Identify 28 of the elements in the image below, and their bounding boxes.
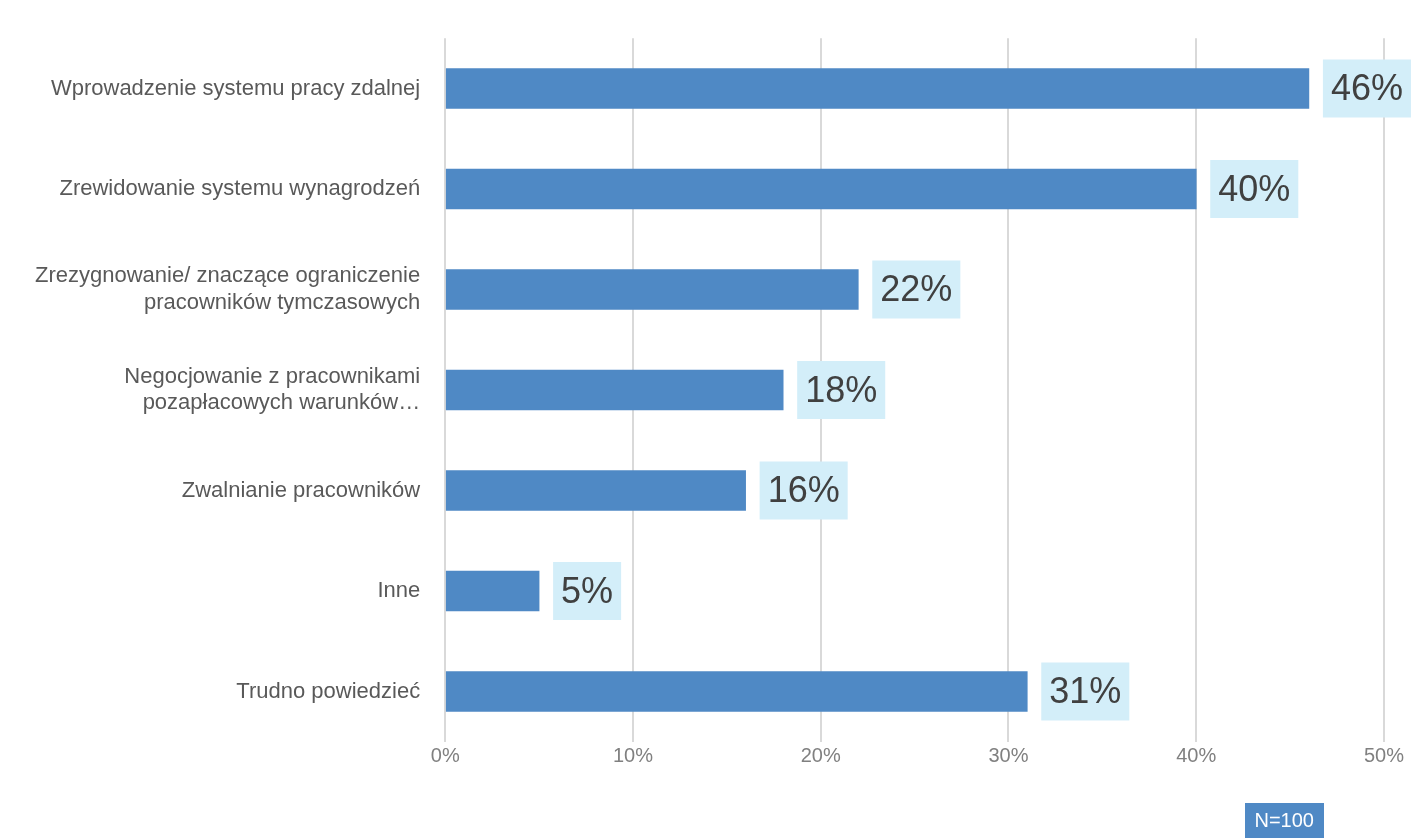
y-tick-label: Inne bbox=[377, 577, 421, 603]
text: N=100 bbox=[1244, 803, 1324, 838]
bar bbox=[445, 269, 859, 310]
bar bbox=[445, 671, 1028, 712]
y-tick-label: Zrezygnowanie/ znaczące ograniczenie pracowników tymczasowych bbox=[35, 262, 421, 314]
y-tick-label: Negocjowanie z pracownikami pozapłacowych warunków… bbox=[124, 362, 421, 415]
y-tick-label: Zwalnianie pracowników bbox=[181, 476, 421, 502]
bar bbox=[445, 68, 1310, 109]
data-label: 31% bbox=[1049, 670, 1122, 712]
bar bbox=[445, 470, 746, 511]
y-tick-label: Wprowadzenie systemu pracy zdalnej bbox=[50, 74, 421, 100]
data-label: 16% bbox=[767, 469, 840, 511]
x-tick-label: 0% bbox=[430, 744, 460, 767]
x-tick-label: 30% bbox=[988, 744, 1029, 767]
x-tick-label: 40% bbox=[1176, 744, 1217, 767]
bar bbox=[445, 570, 540, 612]
data-label: 5% bbox=[561, 569, 614, 611]
y-tick-label: Zrewidowanie systemu wynagrodzeń bbox=[59, 175, 421, 201]
data-label: 22% bbox=[880, 268, 953, 310]
x-tick-label: 50% bbox=[1363, 744, 1405, 767]
x-tick-label: 20% bbox=[800, 744, 841, 767]
bar bbox=[445, 168, 1197, 210]
bar bbox=[445, 369, 784, 411]
y-tick-label: Trudno powiedzieć bbox=[236, 677, 421, 703]
data-label: 40% bbox=[1218, 167, 1291, 209]
x-tick-label: 10% bbox=[612, 744, 654, 767]
data-label: 18% bbox=[805, 368, 878, 410]
data-label: 46% bbox=[1330, 67, 1403, 109]
